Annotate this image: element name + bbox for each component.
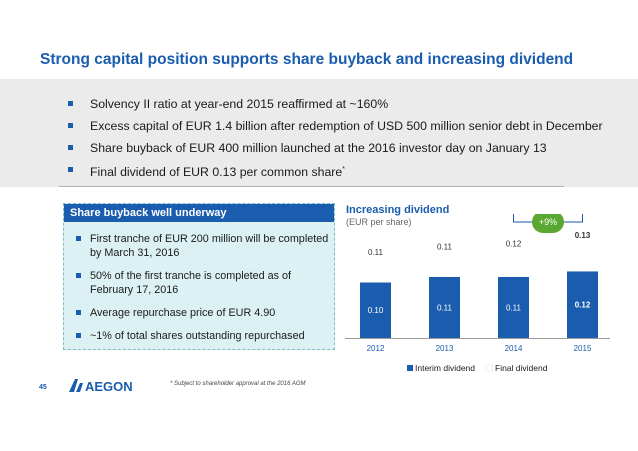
dividend-chart: 0.10 0.11 2012 0.11 0.11 2013 0.11 0.12 2014 0.12…: [345, 214, 610, 373]
bullet-square-icon: [76, 273, 81, 278]
label-final-2014: 0.12: [506, 240, 522, 249]
chart-title: Increasing dividend: [346, 204, 450, 216]
label-interim-2013: 0.11: [437, 303, 453, 312]
bar-interim-2015: [567, 271, 598, 338]
aegon-logo: AEGON: [69, 379, 133, 394]
x-tick-2014: 2014: [505, 344, 523, 353]
bullet-square-icon: [68, 145, 73, 150]
bullet-square-icon: [76, 236, 81, 241]
bar-interim-2014: [498, 276, 529, 338]
key-point: Excess capital of EUR 1.4 billion after …: [68, 119, 603, 141]
key-point: Solvency II ratio at year-end 2015 reaff…: [68, 97, 603, 119]
bullet-square-icon: [76, 333, 81, 338]
aegon-logo-mark-icon: [76, 383, 83, 392]
page-number: 45: [39, 384, 47, 391]
x-tick-2015: 2015: [574, 344, 592, 353]
growth-badge: [532, 214, 564, 233]
bullet-square-icon: [68, 167, 73, 172]
label-interim-2012: 0.10: [368, 306, 384, 315]
bar-interim-2013: [429, 276, 460, 338]
label-interim-2015: 0.12: [575, 301, 591, 310]
bar-final-2012: [360, 221, 391, 283]
buyback-item: ~1% of total shares outstanding repurcha…: [76, 329, 331, 343]
buyback-panel: Share buyback well underway First tranch…: [63, 203, 335, 350]
buyback-item: Average repurchase price of EUR 4.90: [76, 306, 331, 320]
buyback-panel-title: Share buyback well underway: [70, 207, 227, 219]
key-point: Final dividend of EUR 0.13 per common sh…: [68, 163, 603, 185]
x-tick-2012: 2012: [367, 344, 385, 353]
x-tick-2013: 2013: [436, 344, 454, 353]
label-interim-2014: 0.11: [506, 303, 522, 312]
legend-label-final: Final dividend: [495, 363, 548, 373]
footnote-mark: *: [342, 166, 345, 173]
buyback-list: First tranche of EUR 200 million will be…: [76, 232, 331, 352]
chart-subtitle: (EUR per share): [346, 217, 412, 227]
label-final-2013: 0.11: [437, 242, 453, 251]
bullet-square-icon: [68, 123, 73, 128]
bullet-square-icon: [68, 101, 73, 106]
bullet-square-icon: [76, 310, 81, 315]
label-final-2012: 0.11: [368, 248, 384, 257]
key-points-list: Solvency II ratio at year-end 2015 reaff…: [68, 97, 603, 185]
buyback-item: First tranche of EUR 200 million will be…: [76, 232, 331, 260]
aegon-logo-text: AEGON: [85, 379, 133, 394]
label-final-2015: 0.13: [575, 231, 591, 240]
footnote: * Subject to shareholder approval at the…: [170, 381, 306, 387]
aegon-logo-mark-icon: [69, 379, 78, 392]
page-title: Strong capital position supports share b…: [40, 51, 574, 68]
legend-swatch-interim: [407, 365, 413, 371]
key-points-band: [0, 79, 638, 187]
bar-final-2015: [567, 214, 598, 272]
legend-label-interim: Interim dividend: [415, 363, 475, 373]
section-divider: [59, 186, 564, 187]
bar-interim-2012: [360, 282, 391, 338]
bar-final-2014: [498, 214, 529, 277]
growth-label: +9%: [539, 217, 557, 227]
bar-final-2013: [429, 215, 460, 277]
legend-swatch-final: [485, 364, 493, 372]
buyback-panel-header: Share buyback well underway: [64, 204, 334, 222]
key-point: Share buyback of EUR 400 million launche…: [68, 141, 603, 163]
buyback-item: 50% of the first tranche is completed as…: [76, 269, 331, 297]
